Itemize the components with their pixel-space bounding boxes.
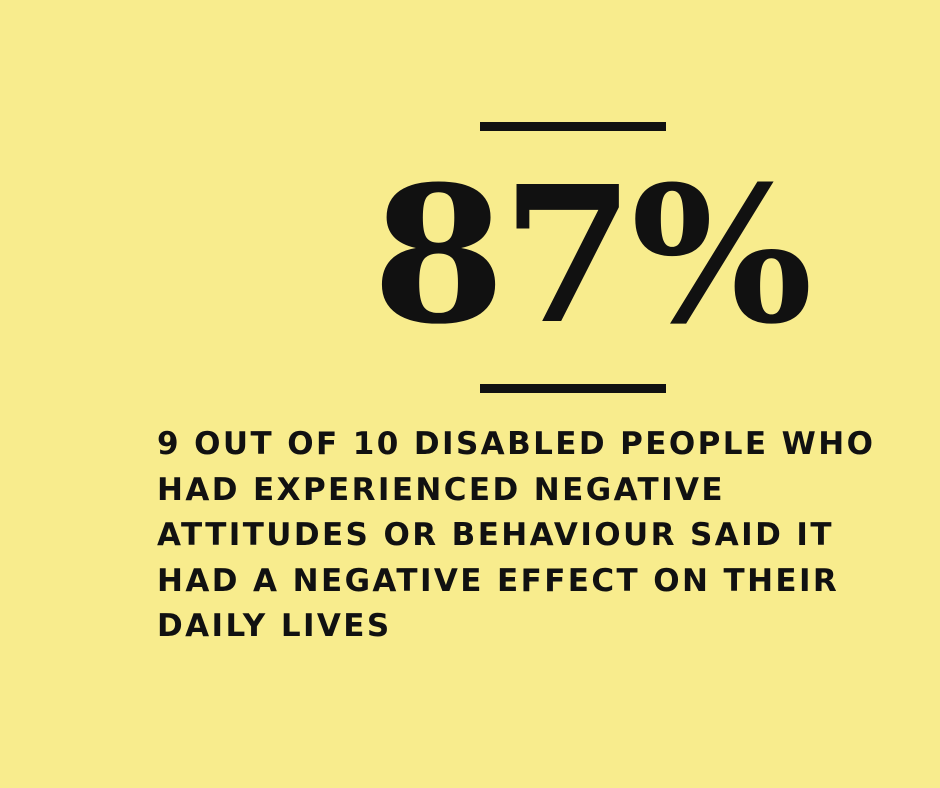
- bottom-divider: [480, 384, 666, 393]
- statistic-caption: 9 OUT OF 10 DISABLED PEOPLE WHO HAD EXPE…: [157, 426, 876, 644]
- top-divider: [480, 122, 666, 131]
- statistic-value: 87%: [372, 145, 813, 366]
